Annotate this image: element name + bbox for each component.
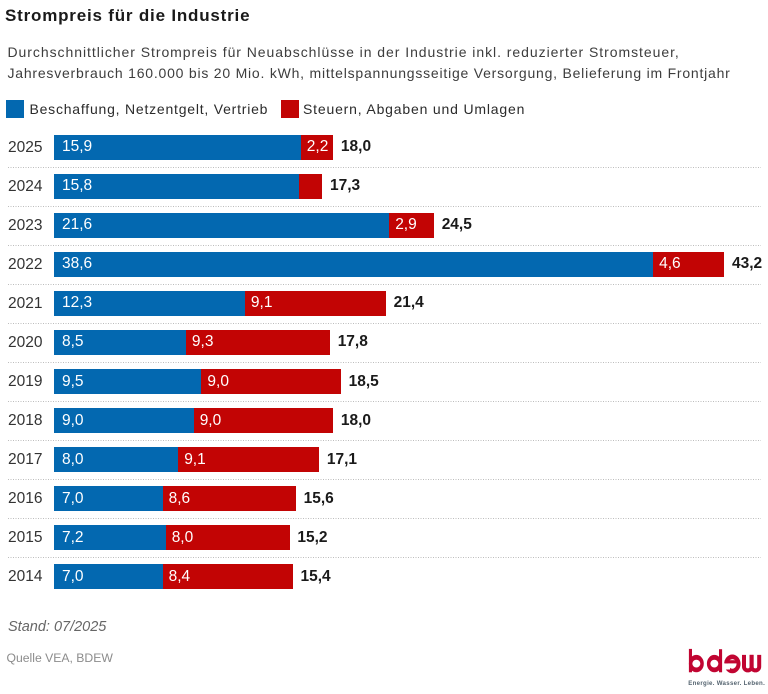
svg-text:Energie. Wasser. Leben.: Energie. Wasser. Leben. bbox=[688, 680, 765, 687]
